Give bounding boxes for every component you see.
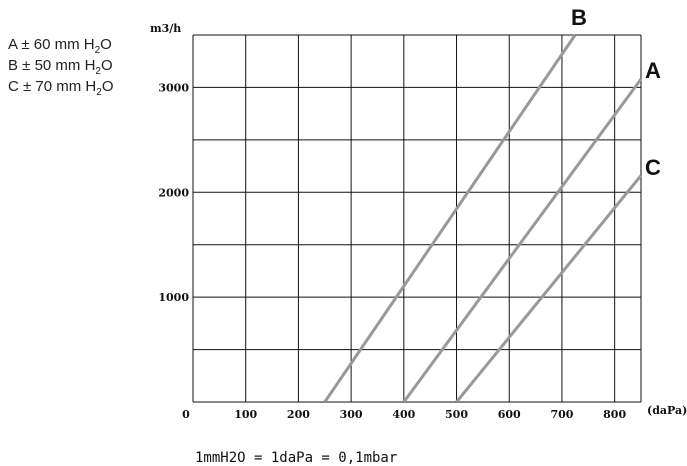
y-tick-label: 3000	[158, 81, 189, 94]
series-line-a	[402, 78, 643, 402]
x-tick-label: 500	[445, 408, 468, 421]
x-tick-label: 600	[498, 408, 521, 421]
y-tick-label: 1000	[158, 291, 189, 304]
series-line-b	[323, 34, 577, 402]
x-tick-label: 300	[340, 408, 363, 421]
x-axis-label: (daPa)	[647, 404, 687, 417]
x-tick-label: 400	[392, 408, 415, 421]
series-label-a: A	[645, 58, 661, 83]
y-tick-label: 2000	[158, 186, 189, 199]
x-tick-label: 100	[234, 408, 257, 421]
legend-item-b: B ± 50 mm H2O	[8, 57, 113, 77]
legend-item-c: C ± 70 mm H2O	[8, 78, 113, 98]
x-tick-label: 0	[182, 408, 190, 421]
legend-item-a: A ± 60 mm H2O	[8, 36, 112, 56]
tick-labels: 0 100 200 300 400 500 600 700 800 1000 2000 3000	[158, 81, 626, 421]
series-line-c	[455, 174, 643, 402]
x-tick-label: 700	[550, 408, 573, 421]
series-label-b: B	[571, 5, 587, 30]
x-tick-label: 200	[287, 408, 310, 421]
x-tick-label: 800	[603, 408, 626, 421]
y-axis-label: m3/h	[150, 22, 181, 35]
series-label-c: C	[645, 155, 661, 180]
footnote: 1mmH2O = 1daPa = 0,1mbar	[195, 450, 397, 466]
series-lines	[323, 34, 643, 402]
grid	[192, 34, 642, 403]
